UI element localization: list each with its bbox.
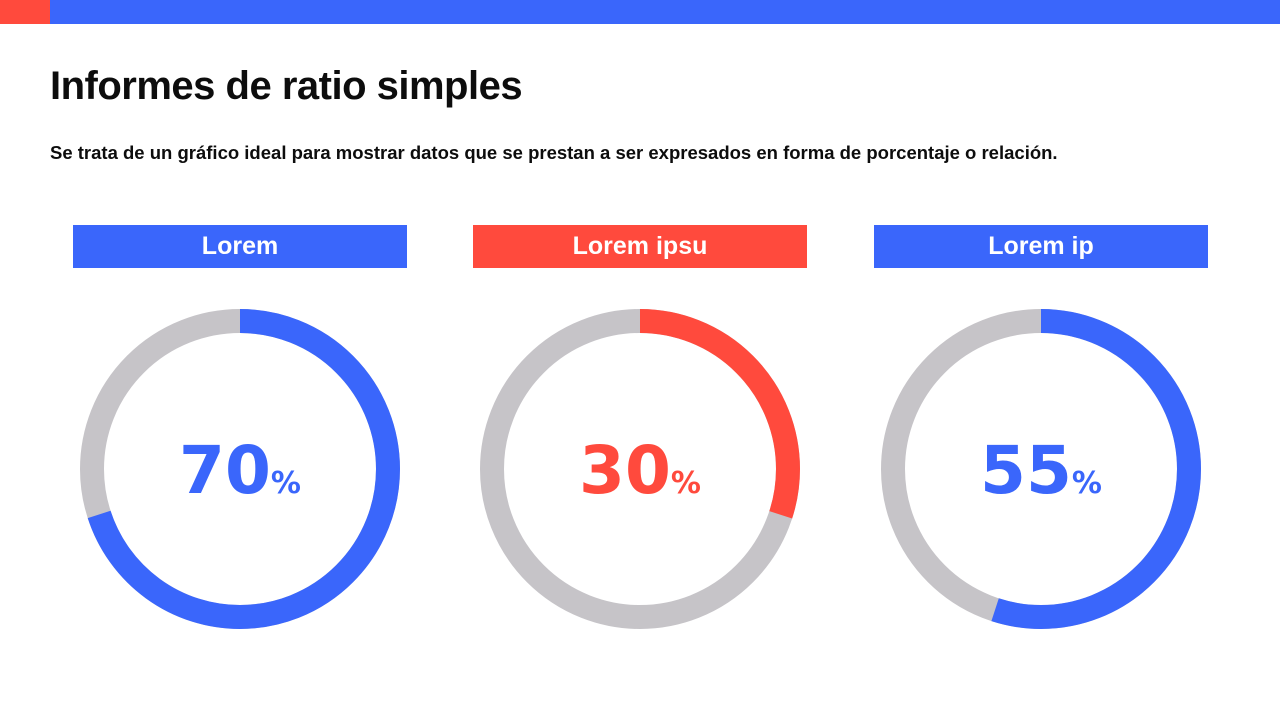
ratio-card-1: Lorem 70%: [73, 225, 407, 645]
card-header-3: Lorem ip: [874, 225, 1208, 268]
donut-svg-3: 55%: [881, 309, 1201, 629]
top-accent-bar: [0, 0, 1280, 24]
donut-value-label: 55%: [980, 432, 1102, 509]
top-red-accent: [0, 0, 50, 24]
donut-value-arc: [80, 309, 400, 629]
donut-chart-3: 55%: [881, 309, 1201, 629]
donut-value-arc: [480, 309, 800, 629]
donut-chart-1: 70%: [80, 309, 400, 629]
percent-number: 70: [179, 432, 271, 509]
percent-sign: %: [671, 466, 701, 501]
card-header-1: Lorem: [73, 225, 407, 268]
donut-value-label: 30%: [579, 432, 701, 509]
page-subtitle: Se trata de un gráfico ideal para mostra…: [50, 142, 1058, 163]
percent-number: 30: [579, 432, 671, 509]
page-title: Informes de ratio simples: [50, 64, 523, 108]
donut-svg-1: 70%: [80, 309, 400, 629]
donut-chart-2: 30%: [480, 309, 800, 629]
ratio-card-2: Lorem ipsu 30%: [473, 225, 807, 645]
card-header-2: Lorem ipsu: [473, 225, 807, 268]
donut-value-label: 70%: [179, 432, 301, 509]
donut-value-arc: [881, 309, 1201, 629]
percent-number: 55: [980, 432, 1072, 509]
ratio-card-3: Lorem ip 55%: [874, 225, 1208, 645]
donut-svg-2: 30%: [480, 309, 800, 629]
percent-sign: %: [271, 466, 301, 501]
percent-sign: %: [1072, 466, 1102, 501]
